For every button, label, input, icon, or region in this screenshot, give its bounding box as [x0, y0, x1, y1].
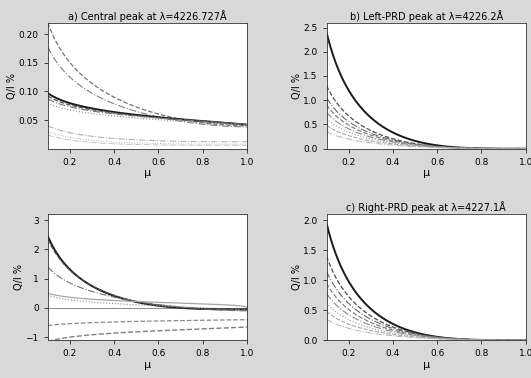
X-axis label: μ: μ [423, 168, 430, 178]
Title: c) Right-PRD peak at λ=4227.1Å: c) Right-PRD peak at λ=4227.1Å [346, 201, 506, 214]
X-axis label: μ: μ [144, 168, 151, 178]
Y-axis label: Q/I %: Q/I % [292, 264, 302, 290]
Y-axis label: Q/I %: Q/I % [7, 73, 17, 99]
Y-axis label: Q/I %: Q/I % [14, 264, 24, 290]
Title: b) Left-PRD peak at λ=4226.2Å: b) Left-PRD peak at λ=4226.2Å [349, 10, 503, 22]
Title: a) Central peak at λ=4226.727Å: a) Central peak at λ=4226.727Å [68, 10, 227, 22]
X-axis label: μ: μ [423, 359, 430, 370]
X-axis label: μ: μ [144, 359, 151, 370]
Y-axis label: Q/I %: Q/I % [292, 73, 302, 99]
